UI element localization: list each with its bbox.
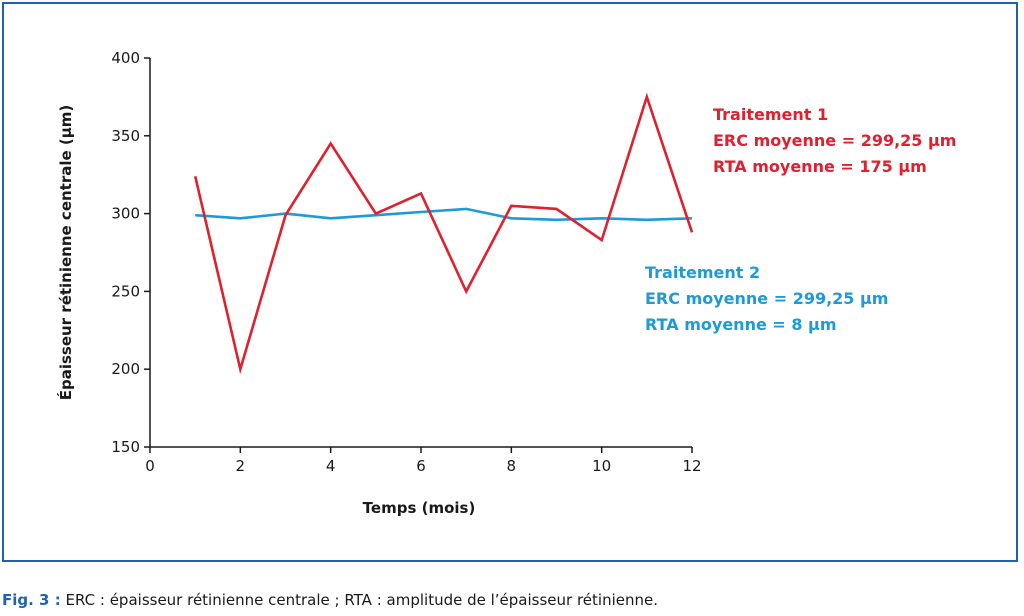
caption-label: Fig. 3 : bbox=[2, 591, 61, 609]
figure-caption: Fig. 3 : ERC : épaisseur rétinienne cent… bbox=[2, 591, 658, 609]
x-tick-label: 12 bbox=[682, 457, 701, 475]
y-tick-label: 350 bbox=[111, 127, 140, 145]
series-line-1 bbox=[193, 92, 694, 375]
y-tick-label: 400 bbox=[111, 49, 140, 67]
x-tick-label: 2 bbox=[236, 457, 246, 475]
y-tick-label: 300 bbox=[111, 205, 140, 223]
x-tick-label: 10 bbox=[592, 457, 611, 475]
series-1-annotation-line: ERC moyenne = 299,25 µm bbox=[713, 131, 956, 150]
series-1-annotation-line: Traitement 1 bbox=[713, 105, 828, 124]
series-2-annotation-line: RTA moyenne = 8 µm bbox=[645, 315, 837, 334]
x-tick-label: 6 bbox=[416, 457, 426, 475]
y-tick-label: 200 bbox=[111, 360, 140, 378]
x-tick-label: 0 bbox=[145, 457, 155, 475]
series-line-2 bbox=[195, 207, 693, 222]
series-2-annotation-line: ERC moyenne = 299,25 µm bbox=[645, 289, 888, 308]
x-axis-title: Temps (mois) bbox=[363, 499, 476, 517]
y-tick-label: 150 bbox=[111, 438, 140, 456]
figure-frame bbox=[2, 2, 1018, 562]
caption-text: ERC : épaisseur rétinienne centrale ; RT… bbox=[60, 591, 658, 609]
x-tick-label: 8 bbox=[507, 457, 517, 475]
y-axis-title: Épaisseur rétinienne centrale (µm) bbox=[56, 105, 75, 401]
x-tick-label: 4 bbox=[326, 457, 336, 475]
series-2-annotation-line: Traitement 2 bbox=[645, 263, 760, 282]
y-tick-label: 250 bbox=[111, 282, 140, 300]
series-1-annotation-line: RTA moyenne = 175 µm bbox=[713, 157, 927, 176]
